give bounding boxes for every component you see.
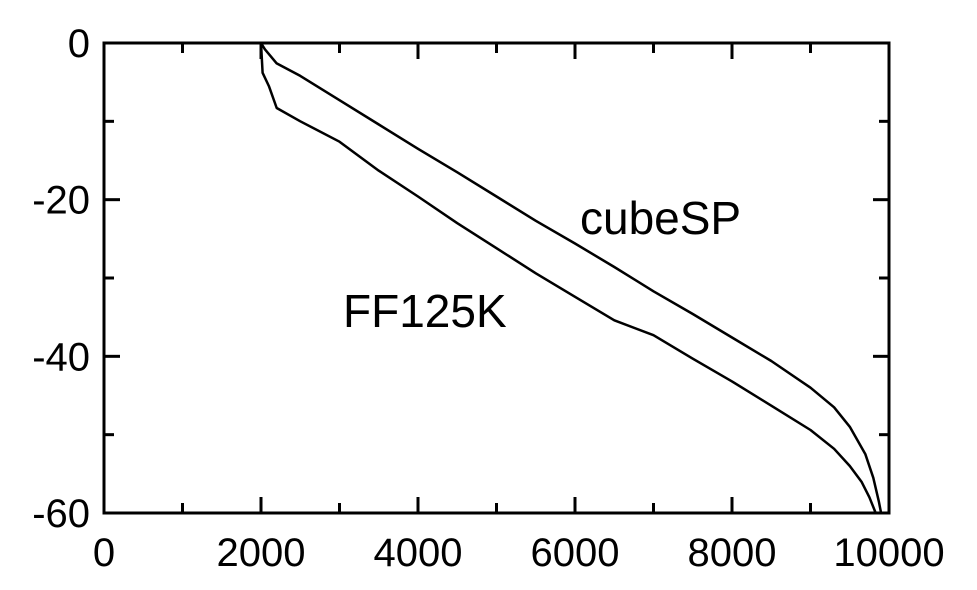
- y-axis-tick-labels: 0 -20 -40 -60: [32, 22, 90, 536]
- series-lines: [259, 42, 883, 514]
- series-line-FF125K: [259, 42, 877, 514]
- x-tick-label: 6000: [531, 531, 620, 575]
- plot-area: [102, 41, 891, 515]
- x-tick-label: 2000: [217, 531, 306, 575]
- x-axis-tick-labels: 0 2000 4000 6000 8000 10000: [93, 531, 945, 575]
- x-tick-label: 0: [93, 531, 115, 575]
- FF125K-label: FF125K: [343, 285, 507, 337]
- axis-ticks: [102, 41, 891, 515]
- y-tick-label: -20: [32, 179, 90, 223]
- cubeSP-label: cubeSP: [580, 192, 741, 244]
- y-tick-label: -40: [32, 335, 90, 379]
- x-tick-label: 4000: [374, 531, 463, 575]
- y-tick-label: 0: [68, 22, 90, 66]
- y-tick-label: -60: [32, 492, 90, 536]
- series-line-cubeSP: [259, 42, 883, 514]
- plot-frame: [102, 41, 891, 515]
- x-tick-label: 8000: [688, 531, 777, 575]
- x-tick-label: 10000: [833, 531, 944, 575]
